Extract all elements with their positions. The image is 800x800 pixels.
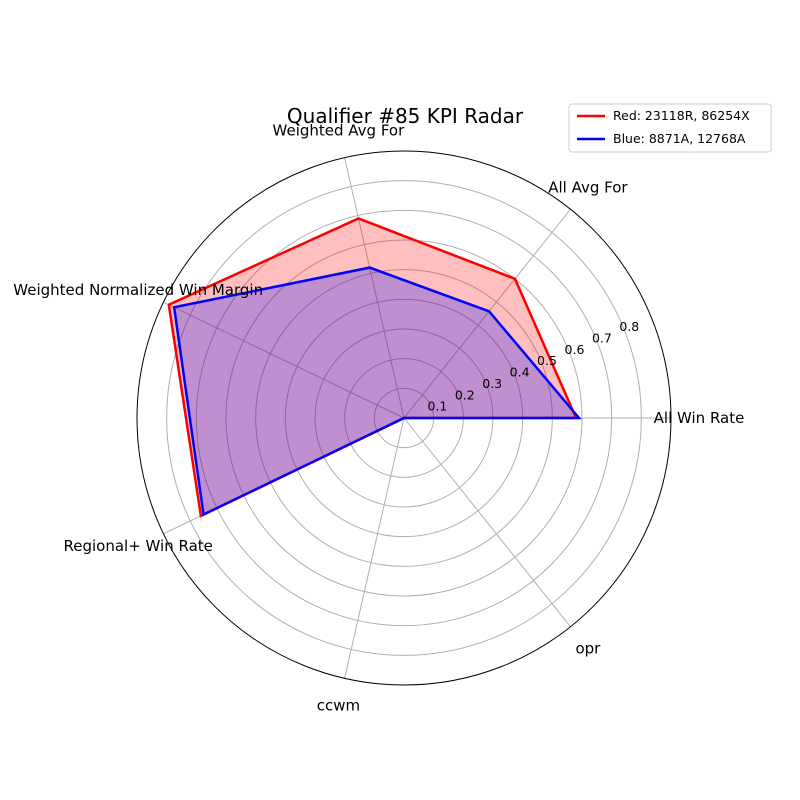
- radial-tick-label: 0.7: [592, 331, 612, 346]
- category-label: Regional+ Win Rate: [64, 537, 213, 555]
- category-label: All Avg For: [548, 178, 628, 196]
- series-area-red: [168, 218, 577, 516]
- legend-label-red: Red: 23118R, 86254X: [613, 108, 750, 123]
- category-label: Weighted Normalized Win Margin: [13, 281, 263, 299]
- series-layer: [167, 217, 582, 518]
- series-area-blue: [174, 267, 580, 515]
- grid-spoke: [344, 417, 405, 679]
- radial-tick-label: 0.5: [537, 353, 557, 368]
- radial-tick-label: 0.4: [510, 365, 530, 380]
- radial-tick-labels: 0.1 0.2 0.3 0.4 0.5 0.6 0.7 0.8: [427, 319, 639, 413]
- legend-frame: [568, 103, 772, 153]
- radial-tick-label: 0.6: [565, 342, 585, 357]
- radial-tick-label: 0.3: [482, 376, 502, 391]
- category-label: All Win Rate: [654, 409, 745, 427]
- category-label: ccwm: [317, 697, 360, 715]
- legend: Red: 23118R, 86254X Blue: 8871A, 12768A: [568, 103, 772, 153]
- polar-frame: [136, 150, 672, 686]
- radial-tick-label: 0.2: [455, 387, 475, 402]
- grid-spoke: [403, 208, 571, 419]
- category-label: Weighted Avg For: [273, 121, 406, 139]
- category-labels: All Win Rate All Avg For Weighted Avg For W…: [13, 121, 744, 714]
- chart-title: Qualifier #85 KPI Radar: [287, 104, 524, 128]
- category-label: opr: [575, 640, 601, 658]
- series-line-blue: [172, 266, 582, 517]
- radial-tick-label: 0.8: [619, 319, 639, 334]
- grid-spoke: [403, 417, 571, 628]
- grid-spoke: [163, 301, 405, 419]
- radial-tick-label: 0.1: [427, 399, 447, 414]
- grid-spoke: [344, 157, 405, 419]
- legend-label-blue: Blue: 8871A, 12768A: [613, 131, 746, 146]
